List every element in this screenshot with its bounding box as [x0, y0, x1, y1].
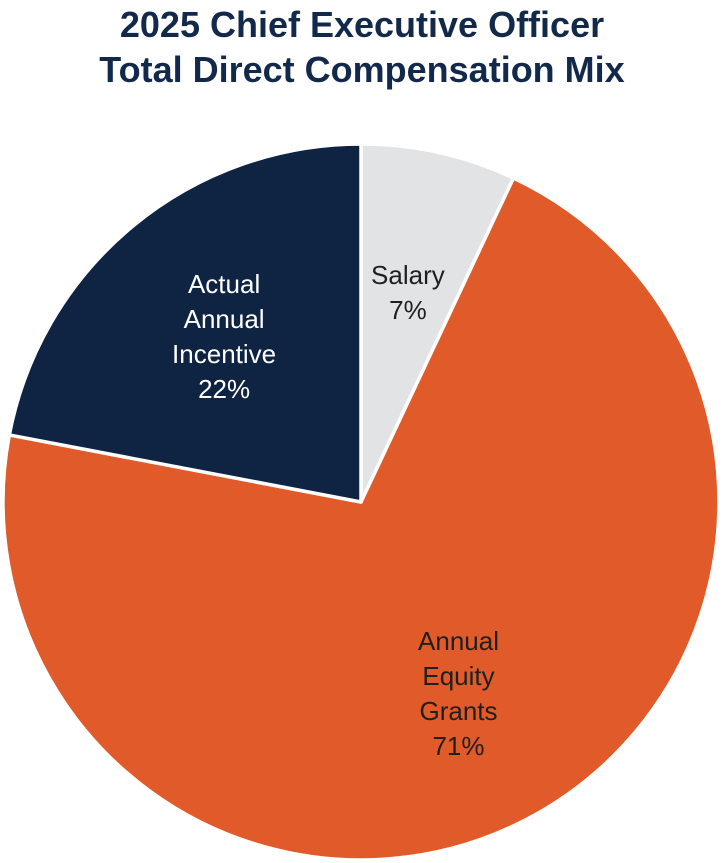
pie-slice-actual-annual-incentive	[7, 142, 363, 504]
pie-label-name: Grants	[419, 696, 497, 726]
pie-label-value: 71%	[432, 731, 484, 761]
chart-title-line1: 2025 Chief Executive Officer	[119, 4, 605, 45]
pie-labels: Salary 7% Annual Equity Grants 71% Actual Annua…	[172, 260, 499, 761]
pie-label-name: Incentive	[172, 339, 276, 369]
pie-label-name: Annual	[418, 626, 499, 656]
pie-label-name: Actual	[188, 269, 260, 299]
pie-label-value: 7%	[389, 295, 427, 325]
chart-title-line2: Total Direct Compensation Mix	[99, 49, 625, 90]
pie-label-name: Salary	[371, 260, 445, 290]
chart-title: 2025 Chief Executive Officer Total Direc…	[0, 2, 724, 92]
pie-slices	[1, 142, 721, 862]
pie-label-name: Equity	[422, 661, 494, 691]
pie-slice-salary	[359, 142, 516, 504]
pie-slice-annual-equity-grants	[1, 176, 721, 862]
pie-label-actual-annual-incentive: Actual Annual Incentive 22%	[172, 269, 276, 404]
pie-label-salary: Salary 7%	[371, 260, 445, 325]
pie-label-annual-equity-grants: Annual Equity Grants 71%	[418, 626, 499, 761]
pie-label-value: 22%	[198, 374, 250, 404]
pie-label-name: Annual	[184, 304, 265, 334]
